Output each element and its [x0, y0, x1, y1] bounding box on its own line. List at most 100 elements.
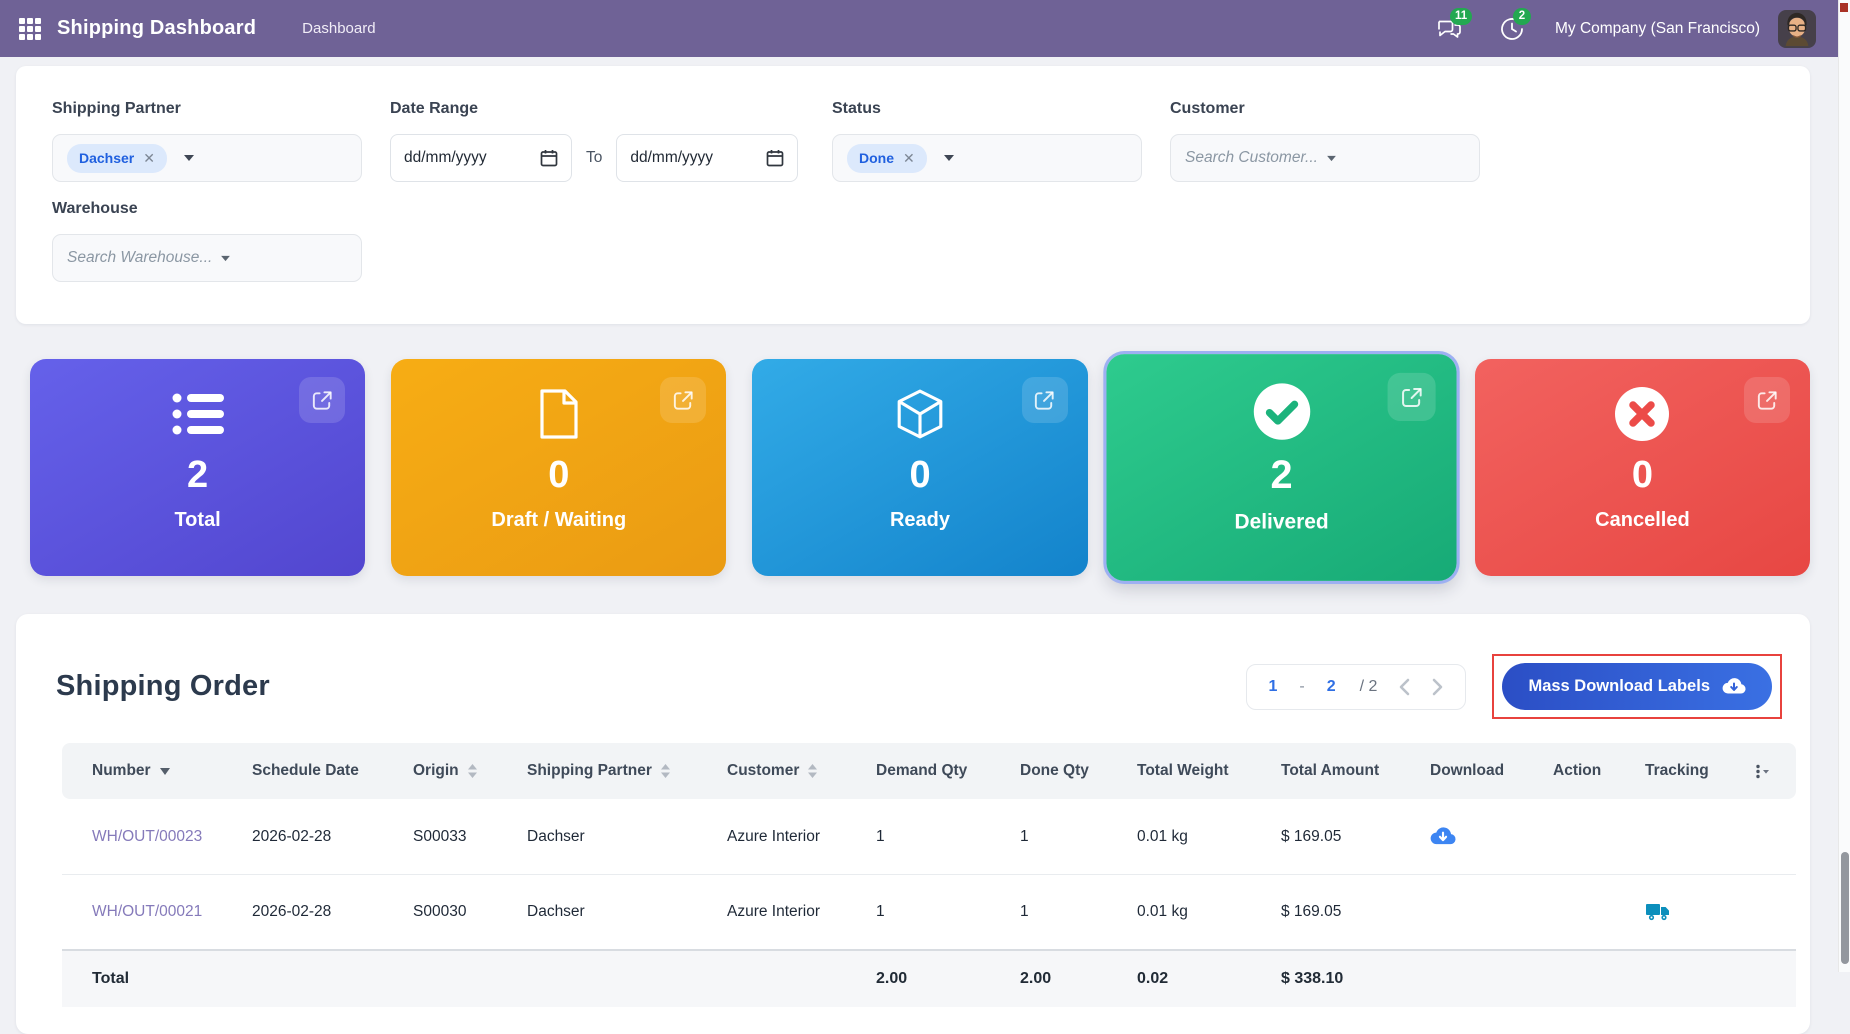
total-weight: 0.02	[1137, 949, 1281, 1007]
calendar-icon[interactable]	[766, 149, 784, 167]
list-icon	[172, 393, 224, 435]
total-amount: $ 338.10	[1281, 949, 1430, 1007]
stat-card-delivered[interactable]: 2 Delivered	[1106, 354, 1457, 581]
menu-dashboard[interactable]: Dashboard	[302, 20, 376, 37]
page-start[interactable]: 1	[1268, 677, 1278, 695]
selected-tag: Dachser ✕	[67, 143, 167, 173]
stat-label: Draft / Waiting	[491, 509, 627, 531]
date-to-label: To	[586, 149, 603, 166]
column-header-total-amount[interactable]: Total Amount	[1281, 762, 1380, 779]
external-link-icon	[1034, 390, 1054, 410]
status-select[interactable]: Done ✕	[832, 134, 1142, 182]
prev-page-button[interactable]	[1399, 678, 1410, 696]
external-link-icon	[1757, 390, 1777, 410]
app-title[interactable]: Shipping Dashboard	[57, 17, 257, 39]
download-label-icon[interactable]	[1430, 826, 1456, 847]
filter-date-range: Date Range dd/mm/yyyy To dd/mm/yyyy	[390, 100, 800, 182]
mass-download-labels-button[interactable]: Mass Download Labels	[1502, 663, 1772, 710]
external-link-icon	[1401, 387, 1421, 407]
filter-status: Status Done ✕	[832, 100, 1142, 182]
external-link-icon	[673, 390, 693, 410]
chevron-right-icon	[1433, 678, 1443, 695]
date-to-input[interactable]: dd/mm/yyyy	[616, 134, 799, 182]
calendar-icon[interactable]	[540, 149, 558, 167]
column-header-shipping-partner[interactable]: Shipping Partner	[527, 762, 723, 780]
open-external-button[interactable]	[1744, 377, 1791, 423]
stat-card-cancelled[interactable]: 0 Cancelled	[1474, 359, 1811, 576]
kebab-menu-icon	[1756, 764, 1769, 778]
filter-label: Shipping Partner	[52, 100, 181, 117]
user-avatar[interactable]	[1778, 9, 1816, 48]
sort-icon	[467, 764, 477, 778]
column-header-customer[interactable]: Customer	[727, 762, 872, 780]
column-header-schedule-date[interactable]: Schedule Date	[252, 762, 359, 779]
column-header-done-qty[interactable]: Done Qty	[1020, 762, 1089, 779]
column-header-number[interactable]: Number	[92, 762, 248, 780]
open-external-button[interactable]	[299, 377, 346, 423]
shipping-partner-select[interactable]: Dachser ✕	[52, 134, 362, 182]
apps-grid-icon[interactable]	[18, 17, 42, 41]
messages-button[interactable]: 11	[1436, 7, 1473, 42]
stat-card-total[interactable]: 2 Total	[30, 359, 366, 576]
column-header-origin[interactable]: Origin	[413, 762, 523, 780]
column-header-tracking[interactable]: Tracking	[1645, 762, 1709, 779]
shipping-orders-table: Number Schedule Date Origin Shipping Par…	[62, 743, 1796, 1007]
stat-value: 0	[1631, 454, 1653, 496]
topbar: Shipping Dashboard Dashboard 11 2 My Com…	[0, 0, 1850, 57]
page-title: Shipping Order	[56, 670, 270, 702]
order-number-link[interactable]: WH/OUT/00023	[92, 827, 203, 845]
stat-card-draft-waiting[interactable]: 0 Draft / Waiting	[391, 359, 727, 576]
column-options-button[interactable]	[1755, 764, 1792, 779]
warehouse-search-input[interactable]: Search Warehouse...	[52, 234, 362, 282]
activities-button[interactable]: 2	[1499, 7, 1531, 42]
company-switcher[interactable]: My Company (San Francisco)	[1554, 19, 1760, 37]
open-external-button[interactable]	[1021, 377, 1068, 423]
vertical-scrollbar[interactable]	[1838, 0, 1850, 972]
sort-desc-icon	[159, 767, 170, 775]
chevron-down-icon	[184, 155, 194, 161]
column-header-action[interactable]: Action	[1553, 762, 1602, 779]
messages-badge: 11	[1449, 7, 1473, 25]
sort-icon	[660, 764, 670, 778]
tracking-truck-icon[interactable]	[1645, 902, 1671, 922]
open-external-button[interactable]	[1387, 372, 1436, 421]
filter-label: Warehouse	[52, 200, 138, 217]
cloud-download-icon	[1722, 678, 1746, 694]
stat-label: Delivered	[1234, 510, 1329, 534]
cube-icon	[897, 389, 943, 439]
scrollbar-thumb[interactable]	[1841, 852, 1849, 964]
stat-label: Ready	[889, 509, 951, 531]
stat-card-ready[interactable]: 0 Ready	[752, 359, 1088, 576]
filters-panel: Shipping Partner Dachser ✕ Date Range dd…	[16, 66, 1810, 324]
table-row[interactable]: WH/OUT/00021 2026-02-28 S00030 Dachser A…	[62, 874, 1796, 951]
customer-search-input[interactable]: Search Customer...	[1170, 134, 1480, 182]
stat-value: 2	[187, 454, 209, 496]
stat-cards: 2 Total 0 Draft / Waiting 0 Ready	[30, 354, 1811, 581]
column-header-demand-qty[interactable]: Demand Qty	[876, 762, 968, 779]
recording-indicator-dot	[1840, 3, 1848, 12]
chevron-down-icon	[943, 155, 954, 161]
table-row[interactable]: WH/OUT/00023 2026-02-28 S00033 Dachser A…	[62, 799, 1796, 875]
table-total-row: Total 2.00 2.00 0.02 $ 338.10	[62, 949, 1796, 1007]
stat-value: 0	[548, 454, 570, 496]
total-demand-qty: 2.00	[876, 949, 1020, 1007]
next-page-button[interactable]	[1432, 678, 1443, 696]
x-circle-icon	[1615, 387, 1670, 441]
total-label: Total	[62, 949, 252, 1007]
date-from-input[interactable]: dd/mm/yyyy	[390, 134, 572, 182]
column-header-total-weight[interactable]: Total Weight	[1137, 762, 1229, 779]
annotation-highlight-box: Mass Download Labels	[1492, 654, 1782, 719]
page-end[interactable]: 2	[1326, 677, 1336, 695]
remove-tag-icon[interactable]: ✕	[143, 149, 155, 166]
filter-customer: Customer Search Customer...	[1170, 100, 1480, 182]
remove-tag-icon[interactable]: ✕	[903, 149, 915, 166]
filter-label: Customer	[1170, 100, 1245, 117]
open-external-button[interactable]	[660, 377, 707, 423]
order-number-link[interactable]: WH/OUT/00021	[92, 903, 203, 920]
column-header-download[interactable]: Download	[1430, 762, 1505, 779]
filter-shipping-partner: Shipping Partner Dachser ✕	[52, 100, 362, 182]
page-total: / 2	[1359, 677, 1378, 695]
stat-label: Total	[174, 509, 221, 531]
document-icon	[540, 389, 578, 439]
filter-label: Status	[832, 100, 881, 117]
